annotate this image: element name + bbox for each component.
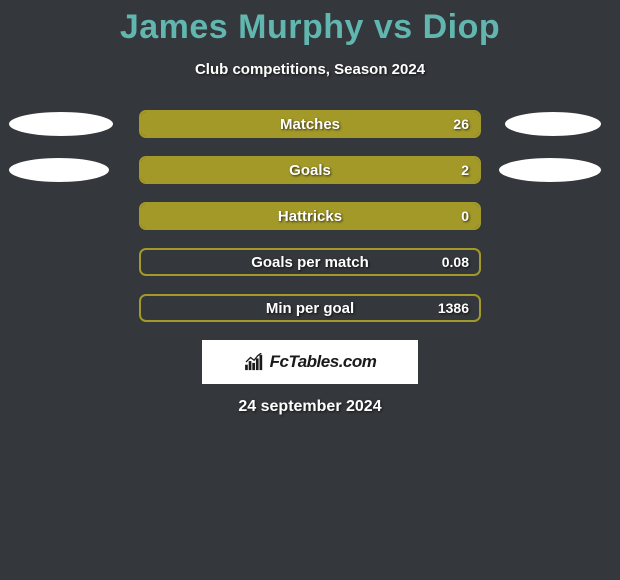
stat-label: Hattricks [141, 204, 479, 228]
right-ellipse [505, 112, 601, 136]
page-title: James Murphy vs Diop [0, 0, 620, 47]
left-ellipse [9, 112, 113, 136]
logo-text: FcTables.com [270, 352, 377, 372]
stat-bar: Hattricks0 [139, 202, 481, 230]
stat-row: Matches26 [0, 110, 620, 138]
stat-row: Min per goal1386 [0, 294, 620, 322]
stat-value: 2 [461, 158, 469, 182]
comparison-chart: Matches26 Goals2 Hattricks0 Goals per match… [0, 110, 620, 322]
logo-box: FcTables.com [202, 340, 418, 384]
stat-row: Hattricks0 [0, 202, 620, 230]
right-ellipse [499, 158, 601, 182]
stat-value: 0.08 [442, 250, 469, 274]
subtitle: Club competitions, Season 2024 [0, 61, 620, 78]
left-ellipse [9, 158, 109, 182]
date: 24 september 2024 [0, 398, 620, 416]
stat-bar: Min per goal1386 [139, 294, 481, 322]
stat-label: Goals per match [141, 250, 479, 274]
stat-row: Goals per match0.08 [0, 248, 620, 276]
stat-label: Min per goal [141, 296, 479, 320]
stat-value: 0 [461, 204, 469, 228]
stat-bar: Matches26 [139, 110, 481, 138]
bar-chart-icon [244, 353, 266, 371]
stat-value: 26 [453, 112, 469, 136]
stat-label: Goals [141, 158, 479, 182]
stat-row: Goals2 [0, 156, 620, 184]
stat-value: 1386 [438, 296, 469, 320]
stat-label: Matches [141, 112, 479, 136]
stat-bar: Goals2 [139, 156, 481, 184]
stat-bar: Goals per match0.08 [139, 248, 481, 276]
